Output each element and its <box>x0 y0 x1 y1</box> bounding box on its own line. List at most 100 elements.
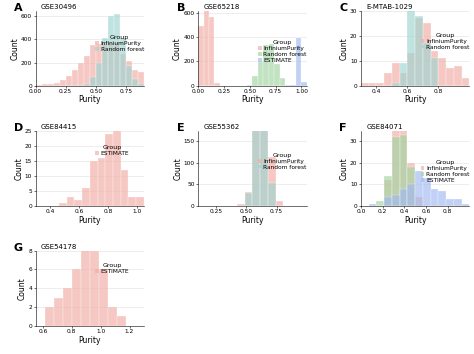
Text: GSE65218: GSE65218 <box>204 4 240 10</box>
Text: A: A <box>14 3 22 13</box>
Bar <box>108 16 114 86</box>
Legend: InfiniumPurity, Random forest: InfiniumPurity, Random forest <box>420 32 470 50</box>
Bar <box>415 18 423 86</box>
Bar <box>128 197 136 206</box>
Bar <box>384 176 392 206</box>
Bar <box>252 76 258 86</box>
Bar <box>407 167 415 206</box>
Bar <box>90 251 99 326</box>
Bar <box>376 83 384 86</box>
X-axis label: Purity: Purity <box>79 96 101 104</box>
X-axis label: Purity: Purity <box>79 216 101 224</box>
Bar <box>138 72 144 86</box>
Bar <box>392 195 400 206</box>
Bar <box>280 78 285 86</box>
Bar <box>384 180 392 206</box>
Bar <box>82 188 90 206</box>
Bar <box>430 58 438 86</box>
Bar <box>74 200 82 206</box>
Bar <box>268 183 276 206</box>
Bar <box>90 161 98 206</box>
Bar <box>121 170 128 206</box>
Bar <box>285 85 291 86</box>
Y-axis label: Count: Count <box>18 277 27 299</box>
Bar <box>296 38 301 86</box>
Bar <box>291 85 296 86</box>
Y-axis label: Count: Count <box>339 157 348 179</box>
Bar <box>63 288 72 326</box>
Text: C: C <box>339 3 347 13</box>
Bar <box>45 307 54 326</box>
Bar <box>400 135 407 206</box>
Bar <box>415 204 423 206</box>
Bar <box>247 85 252 86</box>
Bar <box>126 65 132 86</box>
Bar <box>400 103 407 206</box>
X-axis label: Purity: Purity <box>241 216 264 224</box>
Bar <box>369 83 376 86</box>
Bar <box>269 45 274 86</box>
Bar <box>99 269 108 326</box>
Bar <box>407 1 415 86</box>
Bar <box>132 70 138 86</box>
Bar <box>301 82 307 86</box>
Bar <box>384 197 392 206</box>
Bar <box>209 17 214 86</box>
Bar <box>392 83 400 86</box>
Text: GSE55362: GSE55362 <box>204 124 240 130</box>
Bar <box>66 197 74 206</box>
Text: E: E <box>176 123 184 133</box>
Bar <box>102 42 108 86</box>
Y-axis label: Count: Count <box>173 37 182 59</box>
X-axis label: Purity: Purity <box>79 336 101 344</box>
Bar <box>462 78 469 86</box>
Text: E-MTAB-1029: E-MTAB-1029 <box>366 4 413 10</box>
Bar <box>462 204 469 206</box>
Bar <box>252 90 260 206</box>
Bar <box>120 54 126 86</box>
Bar <box>214 83 220 86</box>
Bar <box>415 197 423 206</box>
Bar <box>96 63 102 86</box>
Bar <box>114 43 120 86</box>
Bar <box>260 72 268 206</box>
Bar <box>108 307 117 326</box>
Bar <box>430 189 438 206</box>
Bar <box>274 64 280 86</box>
Bar <box>438 191 446 206</box>
Bar <box>392 137 400 206</box>
Bar <box>276 200 283 206</box>
Bar <box>400 63 407 86</box>
Bar <box>446 68 454 86</box>
Bar <box>415 16 423 86</box>
Legend: InfiniumPurity, Random forest, ESTIMATE: InfiniumPurity, Random forest, ESTIMATE <box>420 160 470 184</box>
Bar <box>446 199 454 206</box>
Bar <box>252 110 260 206</box>
Bar <box>102 38 108 86</box>
Bar <box>132 79 138 86</box>
Bar <box>47 84 54 86</box>
Text: GSE84415: GSE84415 <box>41 124 77 130</box>
Text: GSE30496: GSE30496 <box>41 4 77 10</box>
X-axis label: Purity: Purity <box>241 96 264 104</box>
Bar <box>454 199 462 206</box>
Text: GSE54178: GSE54178 <box>41 244 77 250</box>
Bar <box>407 53 415 86</box>
Bar <box>90 76 96 86</box>
Bar <box>60 80 66 86</box>
Bar <box>407 184 415 206</box>
Bar <box>136 197 144 206</box>
Y-axis label: Count: Count <box>10 37 19 59</box>
Bar <box>237 204 245 206</box>
Legend: ESTIMATE: ESTIMATE <box>95 145 130 157</box>
Text: F: F <box>339 123 346 133</box>
Bar <box>81 241 90 326</box>
Bar <box>54 83 60 86</box>
Bar <box>384 73 392 86</box>
Bar <box>407 163 415 206</box>
Bar <box>258 62 263 86</box>
Bar <box>423 23 430 86</box>
Bar <box>90 45 96 86</box>
Bar <box>113 131 121 206</box>
Bar <box>84 56 90 86</box>
